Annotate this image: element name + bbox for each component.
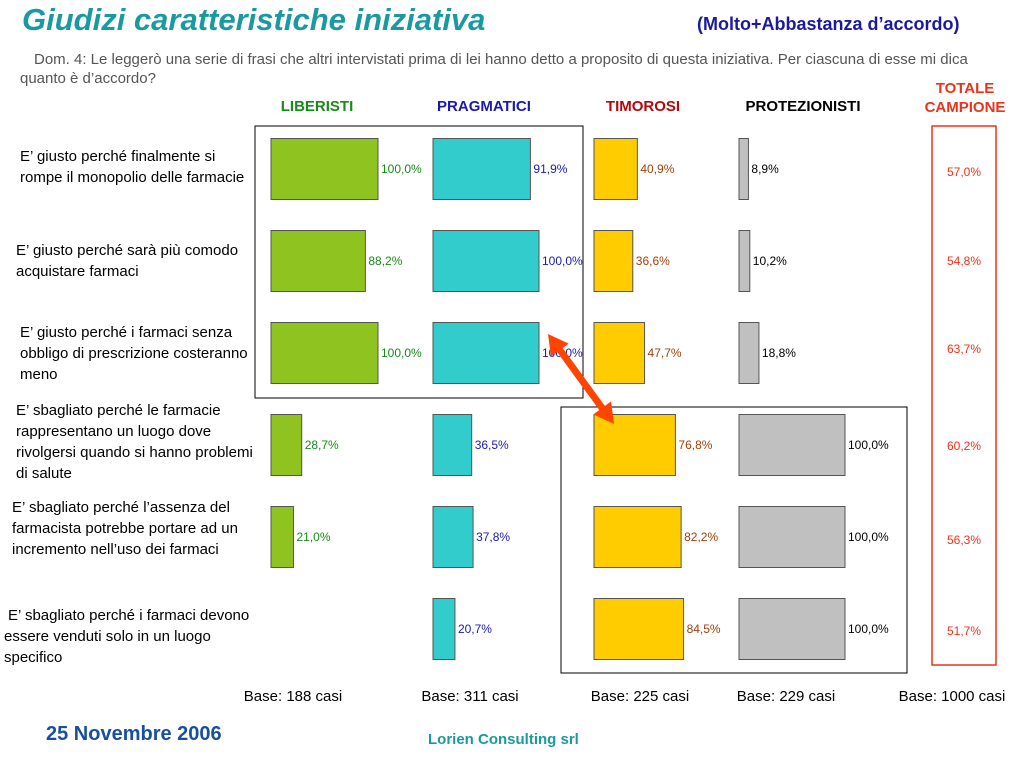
bar-pragmatici-3 <box>432 322 540 384</box>
base-liberisti: Base: 188 casi <box>243 688 343 705</box>
column-header-timorosi: TIMOROSI <box>605 98 681 115</box>
value-label-liberisti-2: 88,2% <box>368 254 402 268</box>
bar-pragmatici-1 <box>432 138 531 200</box>
value-label-liberisti-3: 100,0% <box>381 346 422 360</box>
value-label-totale-6: 51,7% <box>947 624 981 638</box>
bar-timorosi-5 <box>593 506 682 568</box>
value-label-protezionisti-1: 8,9% <box>751 162 779 176</box>
bar-pragmatici-5 <box>432 506 474 568</box>
statement-6: E’ sbagliato perché i farmaci devono ess… <box>4 607 250 666</box>
footer-date: 25 Novembre 2006 <box>46 723 222 745</box>
value-label-protezionisti-6: 100,0% <box>848 622 889 636</box>
bar-timorosi-1 <box>593 138 638 200</box>
value-label-totale-4: 60,2% <box>947 439 981 453</box>
base-pragmatici: Base: 311 casi <box>421 688 519 705</box>
bar-protezionisti-4 <box>738 414 846 476</box>
bar-protezionisti-3 <box>738 322 760 384</box>
value-label-timorosi-4: 76,8% <box>678 438 712 452</box>
totale-box <box>931 125 997 666</box>
value-label-timorosi-1: 40,9% <box>640 162 674 176</box>
base-timorosi: Base: 225 casi <box>590 688 690 705</box>
value-label-pragmatici-4: 36,5% <box>475 438 509 452</box>
column-header-totale: TOTALE CAMPIONE <box>925 79 1006 117</box>
bar-timorosi-6 <box>593 598 685 660</box>
statement-5: E’ sbagliato perché l’assenza del farmac… <box>12 499 238 558</box>
value-label-liberisti-5: 21,0% <box>296 530 330 544</box>
totale-header-line2: CAMPIONE <box>924 99 1006 116</box>
column-header-liberisti: LIBERISTI <box>280 98 354 115</box>
value-label-timorosi-5: 82,2% <box>684 530 718 544</box>
bar-timorosi-2 <box>593 230 634 292</box>
column-header-protezionisti: PROTEZIONISTI <box>745 98 861 115</box>
bar-protezionisti-1 <box>738 138 749 200</box>
arrow-shaft <box>554 343 608 415</box>
bar-liberisti-4 <box>270 414 303 476</box>
bar-liberisti-2 <box>270 230 366 292</box>
column-header-pragmatici: PRAGMATICI <box>437 98 531 115</box>
value-label-protezionisti-2: 10,2% <box>753 254 787 268</box>
statement-3: E’ giusto perché i farmaci senza obbligo… <box>20 324 248 383</box>
bar-protezionisti-2 <box>738 230 751 292</box>
statement-1: E’ giusto perché finalmente si rompe il … <box>20 148 245 186</box>
value-label-timorosi-6: 84,5% <box>687 622 721 636</box>
question-text: Dom. 4: Le leggerò una serie di frasi ch… <box>20 51 968 87</box>
value-label-pragmatici-6: 20,7% <box>458 622 492 636</box>
bar-protezionisti-6 <box>738 598 846 660</box>
value-label-pragmatici-5: 37,8% <box>476 530 510 544</box>
base-totale: Base: 1000 casi <box>898 688 1006 705</box>
value-label-protezionisti-5: 100,0% <box>848 530 889 544</box>
value-label-protezionisti-3: 18,8% <box>762 346 796 360</box>
value-label-pragmatici-1: 91,9% <box>533 162 567 176</box>
value-label-liberisti-1: 100,0% <box>381 162 422 176</box>
page-title: Giudizi caratteristiche iniziativa <box>22 2 486 37</box>
value-label-totale-3: 63,7% <box>947 342 981 356</box>
highlight-box-pro <box>254 125 584 399</box>
totale-header-line1: TOTALE <box>935 80 995 97</box>
value-label-timorosi-3: 47,7% <box>648 346 682 360</box>
bar-liberisti-5 <box>270 506 294 568</box>
highlight-box-contro <box>560 406 908 674</box>
value-label-protezionisti-4: 100,0% <box>848 438 889 452</box>
value-label-timorosi-2: 36,6% <box>636 254 670 268</box>
statement-4: E’ sbagliato perché le farmacie rapprese… <box>16 402 253 482</box>
value-label-totale-1: 57,0% <box>947 165 981 179</box>
bar-protezionisti-5 <box>738 506 846 568</box>
statement-2: E’ giusto perché sarà più comodo acquist… <box>16 242 239 280</box>
bar-pragmatici-2 <box>432 230 540 292</box>
value-label-totale-5: 56,3% <box>947 533 981 547</box>
bar-pragmatici-6 <box>432 598 456 660</box>
base-protezionisti: Base: 229 casi <box>736 688 836 705</box>
value-label-pragmatici-2: 100,0% <box>542 254 583 268</box>
arrow-head-up <box>548 334 569 357</box>
bar-liberisti-3 <box>270 322 379 384</box>
footer-company: Lorien Consulting srl <box>428 731 579 748</box>
value-label-liberisti-4: 28,7% <box>305 438 339 452</box>
bar-timorosi-4 <box>593 414 676 476</box>
bar-liberisti-1 <box>270 138 379 200</box>
page-subtitle: (Molto+Abbastanza d’accordo) <box>697 14 960 34</box>
arrow-head-down <box>593 401 614 424</box>
bar-pragmatici-4 <box>432 414 473 476</box>
bar-timorosi-3 <box>593 322 646 384</box>
value-label-totale-2: 54,8% <box>947 254 981 268</box>
